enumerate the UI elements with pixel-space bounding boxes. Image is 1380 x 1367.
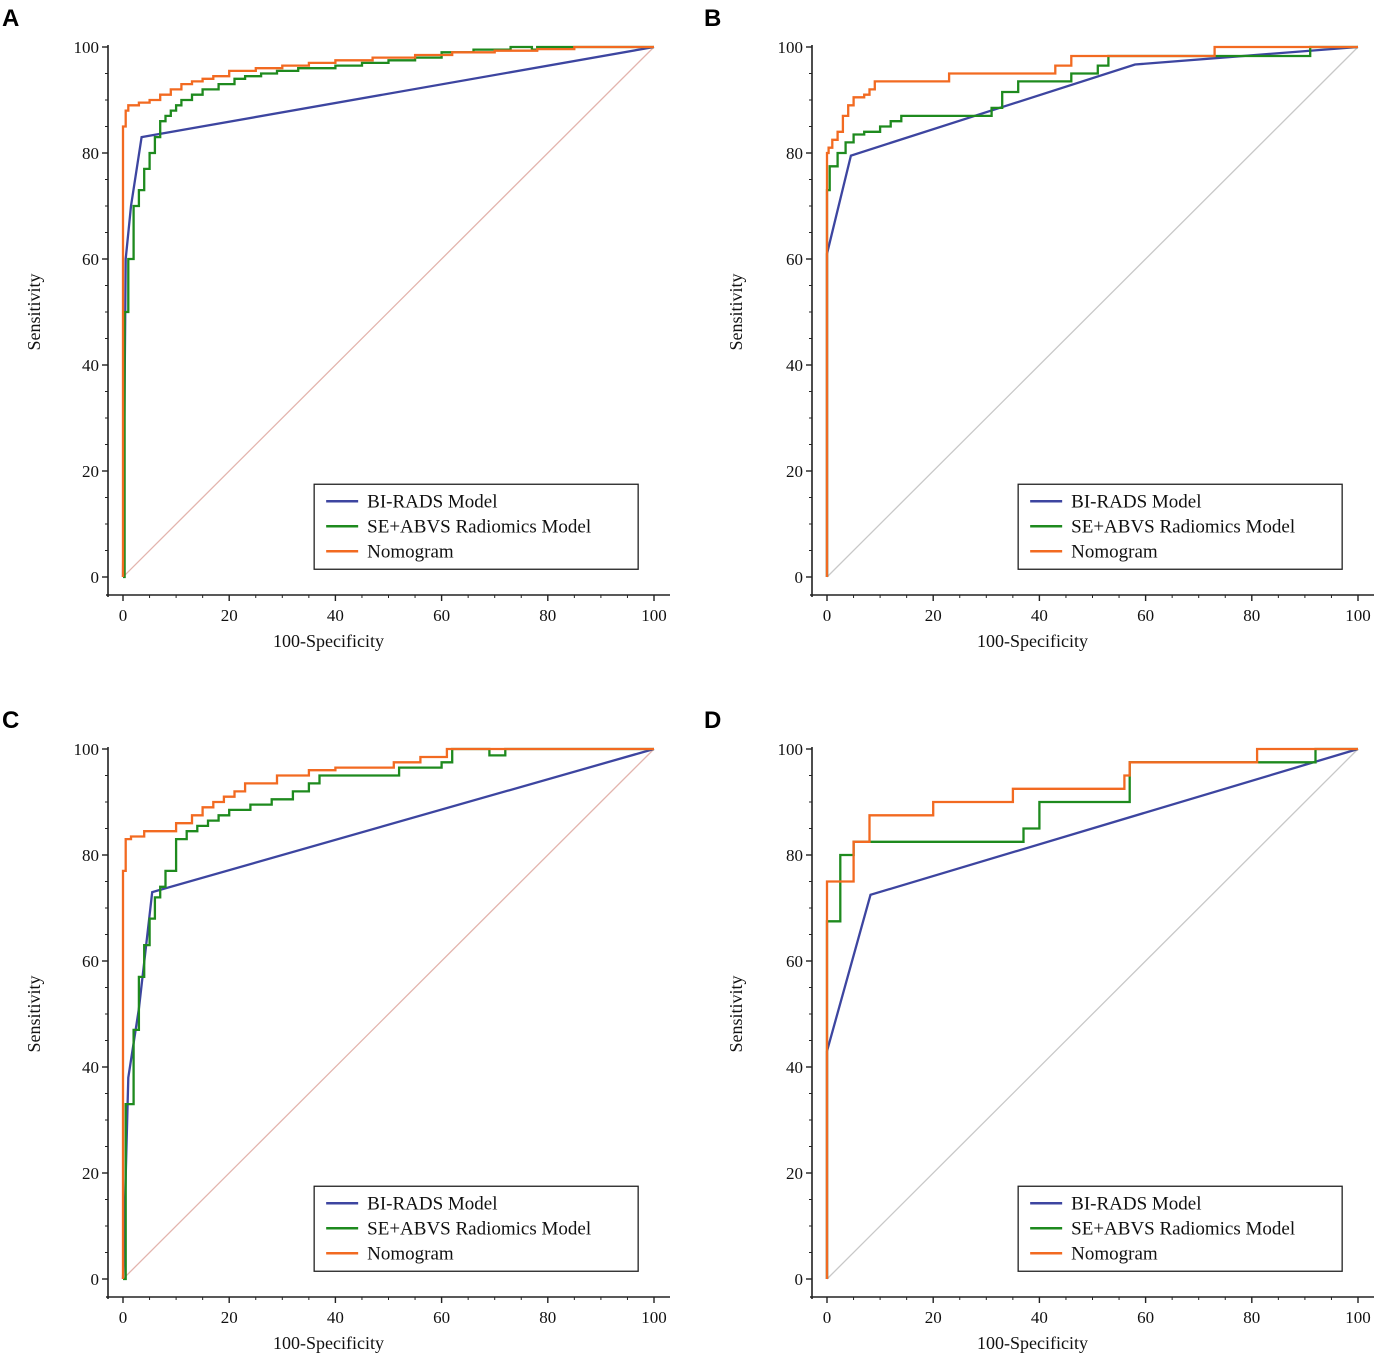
reference-diagonal bbox=[122, 46, 655, 578]
x-tick-label: 20 bbox=[221, 1308, 238, 1327]
x-tick-label: 0 bbox=[823, 606, 832, 625]
x-tick-label: 100 bbox=[641, 1308, 667, 1327]
y-axis-title: Sensitivity bbox=[726, 975, 746, 1052]
x-tick-label: 60 bbox=[1137, 1308, 1154, 1327]
y-tick-label: 60 bbox=[786, 952, 803, 971]
legend-label: BI-RADS Model bbox=[1071, 491, 1201, 512]
x-tick-label: 40 bbox=[327, 606, 344, 625]
legend-label: Nomogram bbox=[1071, 1243, 1158, 1264]
x-tick-label: 100 bbox=[1345, 606, 1371, 625]
legend: BI-RADS Model SE+ABVS Radiomics Model Nomo… bbox=[1017, 1185, 1343, 1272]
y-tick-label: 80 bbox=[786, 144, 803, 163]
x-tick-label: 80 bbox=[539, 1308, 556, 1327]
x-tick-label: 40 bbox=[327, 1308, 344, 1327]
y-axis-title: Sensitivity bbox=[24, 273, 44, 350]
y-tick-label: 0 bbox=[795, 568, 804, 587]
x-tick-label: 80 bbox=[539, 606, 556, 625]
panel-letter: B bbox=[704, 5, 721, 32]
roc-curve-nomogram bbox=[121, 747, 654, 1279]
legend-box bbox=[313, 483, 639, 570]
x-axis-title: 100-Specificity bbox=[977, 631, 1088, 651]
x-tick-label: 80 bbox=[1243, 1308, 1260, 1327]
legend-label: SE+ABVS Radiomics Model bbox=[1071, 1218, 1295, 1239]
y-tick-label: 40 bbox=[82, 356, 99, 375]
y-tick-label: 100 bbox=[778, 38, 804, 57]
panel-letter: C bbox=[2, 707, 19, 734]
y-axis-title: Sensitivity bbox=[24, 975, 44, 1052]
panel-letter: D bbox=[704, 707, 721, 734]
y-tick-label: 80 bbox=[82, 846, 99, 865]
y-tick-label: 40 bbox=[786, 1058, 803, 1077]
y-tick-label: 60 bbox=[786, 250, 803, 269]
y-tick-label: 0 bbox=[795, 1270, 804, 1289]
roc-curve-radiomics bbox=[123, 747, 654, 1281]
y-tick-label: 100 bbox=[74, 740, 100, 759]
y-tick-label: 0 bbox=[91, 568, 100, 587]
y-tick-label: 80 bbox=[82, 144, 99, 163]
legend-label: Nomogram bbox=[1071, 541, 1158, 562]
roc-curve-nomogram bbox=[121, 45, 654, 577]
roc-panel-a: A 0 20 40 60 80 100 0 20 40 60 80 100 100-Specificity… bbox=[2, 5, 670, 651]
legend-label: Nomogram bbox=[367, 541, 454, 562]
x-tick-label: 20 bbox=[925, 606, 942, 625]
reference-diagonal bbox=[826, 748, 1359, 1280]
legend-box bbox=[1017, 1185, 1343, 1272]
x-tick-label: 100 bbox=[1345, 1308, 1371, 1327]
x-tick-label: 0 bbox=[119, 1308, 128, 1327]
reference-diagonal bbox=[826, 46, 1359, 578]
legend: BI-RADS Model SE+ABVS Radiomics Model Nomo… bbox=[1017, 483, 1343, 570]
y-tick-label: 20 bbox=[82, 462, 99, 481]
y-tick-label: 20 bbox=[786, 1164, 803, 1183]
roc-curve-nomogram bbox=[825, 45, 1358, 577]
legend-box bbox=[1017, 483, 1343, 570]
x-tick-label: 20 bbox=[221, 606, 238, 625]
y-tick-label: 40 bbox=[786, 356, 803, 375]
x-tick-label: 80 bbox=[1243, 606, 1260, 625]
y-tick-label: 80 bbox=[786, 846, 803, 865]
x-axis-title: 100-Specificity bbox=[273, 631, 384, 651]
legend-label: BI-RADS Model bbox=[1071, 1193, 1201, 1214]
roc-curve-nomogram bbox=[825, 747, 1358, 1279]
y-tick-label: 40 bbox=[82, 1058, 99, 1077]
x-axis-title: 100-Specificity bbox=[977, 1333, 1088, 1353]
legend-label: SE+ABVS Radiomics Model bbox=[367, 1218, 591, 1239]
legend-label: Nomogram bbox=[367, 1243, 454, 1264]
y-tick-label: 100 bbox=[778, 740, 804, 759]
roc-curve-radiomics bbox=[825, 45, 1358, 577]
x-tick-label: 60 bbox=[1137, 606, 1154, 625]
y-tick-label: 60 bbox=[82, 952, 99, 971]
roc-panel-c: C 0 20 40 60 80 100 0 20 40 60 80 100 100-Specificity… bbox=[2, 707, 670, 1353]
legend: BI-RADS Model SE+ABVS Radiomics Model Nomo… bbox=[313, 483, 639, 570]
legend-box bbox=[313, 1185, 639, 1272]
legend: BI-RADS Model SE+ABVS Radiomics Model Nomo… bbox=[313, 1185, 639, 1272]
x-tick-label: 60 bbox=[433, 606, 450, 625]
x-tick-label: 60 bbox=[433, 1308, 450, 1327]
roc-panel-b: B 0 20 40 60 80 100 0 20 40 60 80 100 100-Specificity… bbox=[704, 5, 1374, 651]
y-axis-title: Sensitivity bbox=[726, 273, 746, 350]
y-tick-label: 100 bbox=[74, 38, 100, 57]
roc-panel-d: D 0 20 40 60 80 100 0 20 40 60 80 100 100-Specificity… bbox=[704, 707, 1374, 1353]
legend-label: SE+ABVS Radiomics Model bbox=[1071, 516, 1295, 537]
panel-letter: A bbox=[2, 5, 19, 32]
y-tick-label: 0 bbox=[91, 1270, 100, 1289]
roc-curve-radiomics bbox=[123, 45, 654, 579]
x-tick-label: 20 bbox=[925, 1308, 942, 1327]
legend-label: SE+ABVS Radiomics Model bbox=[367, 516, 591, 537]
legend-label: BI-RADS Model bbox=[367, 1193, 497, 1214]
y-tick-label: 20 bbox=[82, 1164, 99, 1183]
x-axis-title: 100-Specificity bbox=[273, 1333, 384, 1353]
x-tick-label: 40 bbox=[1031, 1308, 1048, 1327]
x-tick-label: 0 bbox=[119, 606, 128, 625]
x-tick-label: 100 bbox=[641, 606, 667, 625]
y-tick-label: 60 bbox=[82, 250, 99, 269]
x-tick-label: 0 bbox=[823, 1308, 832, 1327]
reference-diagonal bbox=[122, 748, 655, 1280]
x-tick-label: 40 bbox=[1031, 606, 1048, 625]
legend-label: BI-RADS Model bbox=[367, 491, 497, 512]
y-tick-label: 20 bbox=[786, 462, 803, 481]
